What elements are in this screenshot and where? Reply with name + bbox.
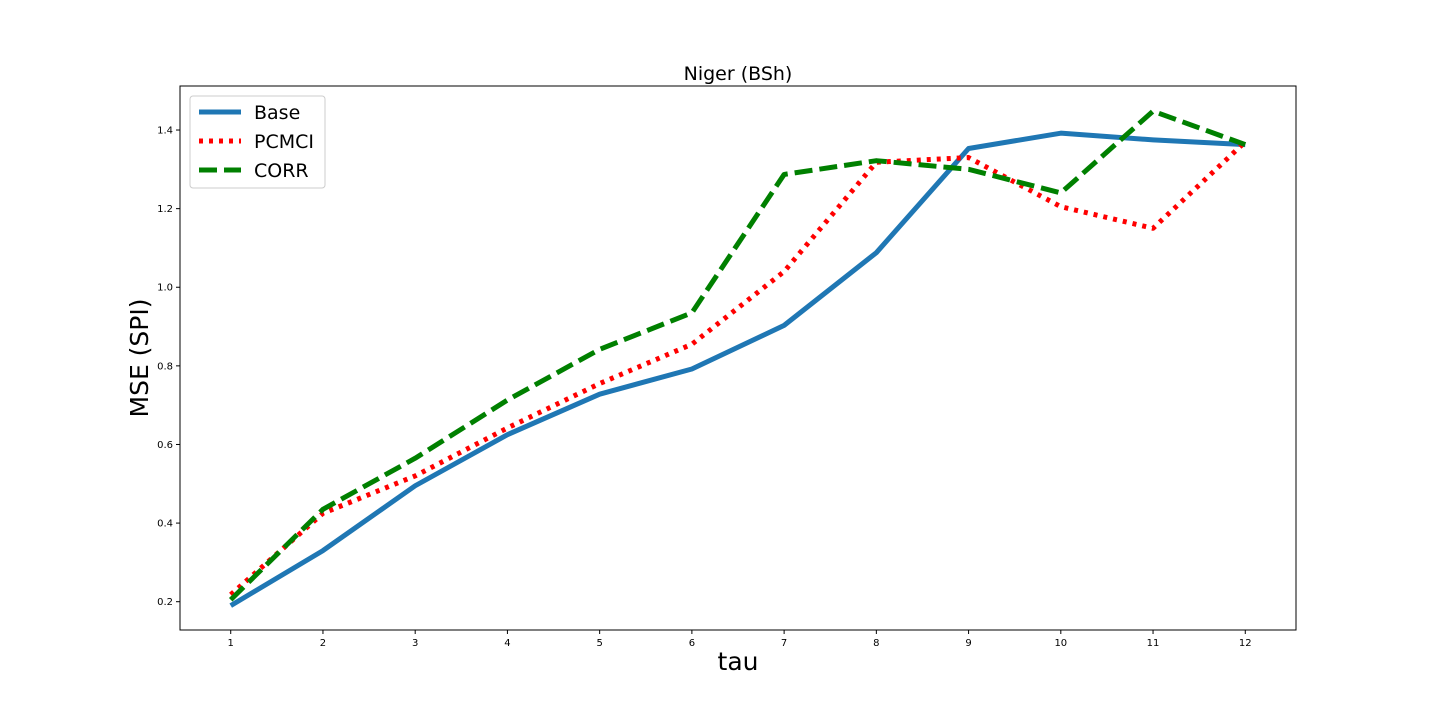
x-tick-label: 4 xyxy=(504,638,510,649)
y-tick-label: 0.2 xyxy=(157,597,173,608)
x-tick-label: 1 xyxy=(228,638,234,649)
x-tick-label: 12 xyxy=(1239,638,1252,649)
y-tick-label: 0.6 xyxy=(157,440,173,451)
y-tick-label: 1.4 xyxy=(157,126,173,137)
series-line-corr xyxy=(228,108,1247,602)
x-tick-label: 9 xyxy=(965,638,971,649)
x-axis-label: tau xyxy=(718,647,759,676)
y-tick-label: 0.8 xyxy=(157,361,173,372)
x-tick-label: 11 xyxy=(1147,638,1160,649)
y-axis: 0.2 0.4 0.6 0.8 1.0 1.2 1.4 xyxy=(157,126,180,608)
y-tick-label: 0.4 xyxy=(157,519,173,530)
legend-label-corr: CORR xyxy=(254,160,309,182)
series-line-pcmci xyxy=(229,139,1247,597)
series-layer xyxy=(228,108,1247,608)
x-tick-label: 10 xyxy=(1054,638,1067,649)
legend-box xyxy=(189,95,326,189)
x-tick-label: 2 xyxy=(320,638,326,649)
chart-title: Niger (BSh) xyxy=(684,63,793,85)
x-tick-label: 3 xyxy=(412,638,418,649)
x-axis: 1 2 3 4 5 6 7 8 9 10 11 12 xyxy=(228,630,1252,649)
y-tick-label: 1.0 xyxy=(157,283,173,294)
plot-frame xyxy=(179,85,1297,631)
y-axis-label: MSE (SPI) xyxy=(125,298,154,417)
y-tick-label: 1.2 xyxy=(157,204,173,215)
x-tick-label: 8 xyxy=(873,638,879,649)
x-tick-label: 7 xyxy=(781,638,787,649)
legend: Base PCMCI CORR xyxy=(189,95,326,189)
legend-label-base: Base xyxy=(254,102,300,124)
legend-label-pcmci: PCMCI xyxy=(254,131,314,153)
x-tick-label: 5 xyxy=(596,638,602,649)
x-tick-label: 6 xyxy=(689,638,695,649)
series-line-base xyxy=(229,130,1246,608)
